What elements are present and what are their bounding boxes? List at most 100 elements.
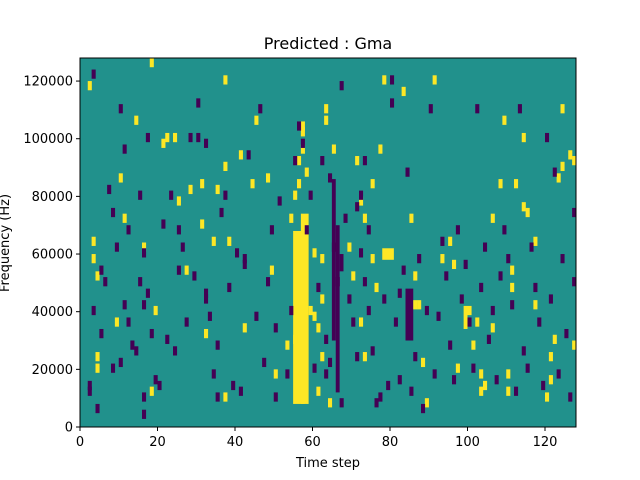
heatmap-high-cell <box>514 179 519 189</box>
heatmap-low-cell <box>502 225 507 235</box>
x-tick-label: 60 <box>304 435 321 450</box>
heatmap-low-cell <box>142 392 147 402</box>
heatmap-high-cell <box>153 305 158 316</box>
heatmap-high-cell <box>370 254 375 264</box>
heatmap-low-cell <box>328 173 333 183</box>
heatmap-high-cell <box>401 86 406 97</box>
heatmap-low-cell <box>533 282 538 293</box>
heatmap-low-cell <box>366 225 371 235</box>
heatmap-high-cell <box>293 190 298 200</box>
y-tick-label: 0 <box>65 421 73 436</box>
heatmap-low-cell <box>91 69 96 79</box>
heatmap-low-cell <box>157 380 162 391</box>
heatmap-low-cell <box>359 190 364 200</box>
heatmap-high-cell <box>483 380 488 391</box>
heatmap-low-cell <box>347 294 352 304</box>
heatmap-low-cell <box>463 259 468 270</box>
heatmap-low-cell <box>242 254 247 264</box>
heatmap-low-cell <box>235 248 240 258</box>
heatmap-low-cell <box>409 386 414 396</box>
heatmap-high-cell <box>149 386 154 396</box>
heatmap-low-cell <box>188 132 193 143</box>
heatmap-high-cell <box>266 173 271 183</box>
heatmap-high-cell <box>304 167 309 177</box>
heatmap-high-cell <box>533 300 538 310</box>
heatmap-high-cell <box>378 144 383 154</box>
heatmap-low-cell <box>223 190 228 200</box>
heatmap-low-cell <box>111 363 116 373</box>
heatmap-low-cell <box>204 294 209 304</box>
x-tick-label: 80 <box>382 435 399 450</box>
heatmap-low-cell <box>165 334 170 344</box>
heatmap-high-cell <box>254 115 259 125</box>
heatmap-high-cell <box>479 369 484 379</box>
heatmap-low-cell <box>421 403 426 414</box>
heatmap-high-cell <box>347 242 352 252</box>
heatmap-high-cell <box>421 357 426 368</box>
heatmap-high-cell <box>320 254 325 264</box>
heatmap-low-cell <box>145 288 150 298</box>
heatmap-high-cell <box>176 196 181 206</box>
heatmap-low-cell <box>196 98 201 108</box>
heatmap-low-cell <box>242 259 247 270</box>
heatmap-high-cell <box>227 236 232 246</box>
heatmap-low-cell <box>343 213 348 223</box>
heatmap-low-cell <box>401 265 406 275</box>
heatmap-low-cell <box>180 242 185 252</box>
heatmap-high-cell <box>320 352 325 362</box>
heatmap-high-cell <box>223 75 228 85</box>
heatmap-low-cell <box>95 403 100 414</box>
heatmap-high-cell <box>312 311 317 321</box>
heatmap-low-cell <box>374 398 379 408</box>
heatmap-low-cell <box>355 352 360 362</box>
heatmap-low-band <box>331 179 336 341</box>
heatmap-low-cell <box>366 305 371 316</box>
heatmap-high-cell <box>142 242 147 252</box>
heatmap-low-cell <box>560 254 565 264</box>
heatmap-high-cell <box>409 213 414 223</box>
heatmap-high-cell <box>417 300 422 310</box>
heatmap-low-band <box>405 288 414 341</box>
heatmap-low-cell <box>130 340 135 350</box>
heatmap-low-cell <box>273 392 278 402</box>
heatmap-high-cell <box>149 58 154 68</box>
heatmap-high-cell <box>300 127 305 137</box>
heatmap-low-cell <box>126 225 131 235</box>
heatmap-high-cell <box>300 121 305 131</box>
heatmap-high-cell <box>382 75 387 85</box>
heatmap-low-cell <box>467 317 472 327</box>
heatmap-low-cell <box>506 254 511 264</box>
heatmap-low-cell <box>254 311 259 321</box>
heatmap-low-cell <box>393 317 398 327</box>
heatmap-low-cell <box>351 317 356 327</box>
x-tick-label: 120 <box>533 435 558 450</box>
heatmap-high-cell <box>200 179 205 189</box>
heatmap-low-cell <box>324 334 329 344</box>
y-axis-label: Frequency (Hz) <box>0 194 13 292</box>
x-axis-label: Time step <box>295 456 360 471</box>
heatmap-high-cell <box>452 259 457 270</box>
y-tick-label: 20000 <box>32 363 73 378</box>
heatmap-low-cell <box>397 288 402 298</box>
heatmap-low-cell <box>413 352 418 362</box>
heatmap-low-cell <box>153 375 158 385</box>
heatmap-low-cell <box>91 305 96 316</box>
heatmap-high-cell <box>331 144 336 154</box>
heatmap-high-cell <box>359 196 364 206</box>
heatmap-low-cell <box>370 346 375 356</box>
heatmap-high-cell <box>521 202 526 212</box>
heatmap-high-cell <box>490 213 495 223</box>
heatmap-high-cell <box>320 294 325 304</box>
heatmap-low-cell <box>145 132 150 143</box>
heatmap-low-cell <box>517 104 522 114</box>
heatmap-low-cell <box>308 190 313 200</box>
heatmap-high-cell <box>355 156 360 166</box>
heatmap-low-cell <box>541 380 546 391</box>
heatmap-high-cell <box>490 323 495 333</box>
heatmap-high-cell <box>471 340 476 350</box>
heatmap-low-cell <box>238 386 243 396</box>
heatmap-low-cell <box>207 311 212 321</box>
y-axis: 0 20000 40000 60000 80000 100000 120000 <box>23 75 80 436</box>
heatmap-high-cell <box>362 213 367 223</box>
heatmap-high-cell <box>552 334 557 344</box>
